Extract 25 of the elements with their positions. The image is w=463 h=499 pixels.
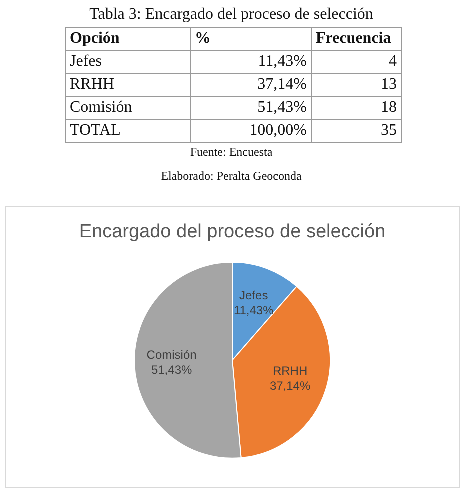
data-label: 4	[312, 50, 402, 74]
data-label: 100,00%	[190, 120, 312, 142]
data-label: 51,43%	[151, 362, 192, 377]
data-label: 37,14%	[190, 74, 312, 96]
source-note: Fuente: Encuesta	[189, 145, 274, 159]
category-label: TOTAL	[66, 120, 190, 142]
category-label: Comisión	[66, 96, 190, 120]
text: %	[190, 28, 312, 50]
data-label: 11,43%	[234, 303, 274, 318]
text: Frecuencia	[312, 28, 402, 50]
slice-label: RRHH	[272, 364, 308, 378]
text: Opción	[66, 28, 190, 50]
data-label: 35	[312, 120, 402, 142]
data-label: 11,43%	[190, 50, 312, 74]
slice-label: Comisión	[146, 348, 197, 362]
text: Elaborado: Peralta Geoconda	[160, 169, 303, 183]
data-label: 13	[312, 74, 402, 96]
slice-label: Jefes	[240, 288, 268, 302]
category-label: RRHH	[66, 74, 190, 96]
category-label: Jefes	[66, 50, 190, 74]
chart-title: Encargado del proceso de selección	[79, 222, 386, 243]
data-label: 37,14%	[270, 378, 311, 393]
text: Tabla 3: Encargado del proceso de selección	[88, 5, 374, 25]
data-label: 18	[312, 96, 402, 120]
data-label: 51,43%	[190, 96, 312, 120]
